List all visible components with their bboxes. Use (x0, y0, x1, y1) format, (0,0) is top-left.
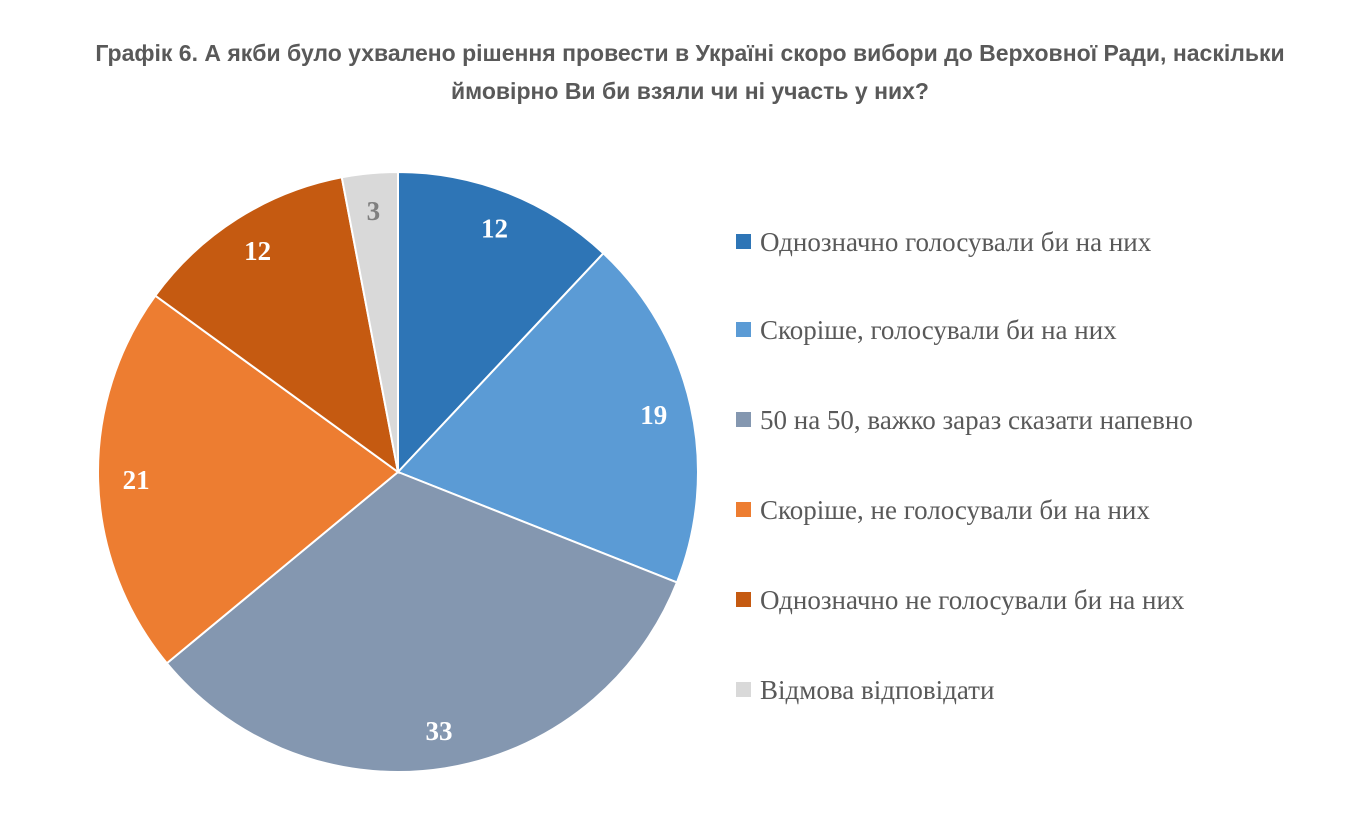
legend-label: Однозначно не голосували би на них (760, 585, 1185, 615)
legend-swatch (736, 592, 751, 607)
pie-slice (153, 176, 400, 475)
data-label: 33 (425, 716, 452, 746)
data-label: 21 (123, 465, 150, 495)
legend-item: Скоріше, не голосували би на них (736, 490, 1240, 530)
legend-swatch (736, 682, 751, 697)
pie-slice (97, 294, 400, 665)
legend-swatch (736, 412, 751, 427)
pie-slice (340, 170, 399, 473)
pie-slice (397, 170, 605, 475)
data-label: 12 (244, 236, 271, 266)
chart-title: Графік 6. А якби було ухвалено рішення п… (95, 40, 1285, 104)
legend-label: Однозначно голосували би на них (760, 227, 1152, 257)
legend-item: Відмова відповідати (736, 670, 1240, 710)
legend-label: Скоріше, не голосували би на них (760, 495, 1150, 525)
pie-slice (396, 251, 699, 584)
data-label: 19 (640, 400, 667, 430)
pie-slice (165, 470, 679, 773)
data-label: 12 (481, 213, 508, 243)
legend-swatch (736, 234, 751, 249)
legend-item: Скоріше, голосували би на них (736, 310, 1240, 350)
legend-item: Однозначно голосували би на них (736, 222, 1240, 262)
legend-swatch (736, 322, 751, 337)
pie-chart: 12 19 33 21 12 3 (97, 170, 699, 773)
legend-label: 50 на 50, важко зараз сказати напевно (760, 405, 1193, 435)
legend-label: Відмова відповідати (760, 675, 995, 705)
data-label: 3 (367, 196, 381, 226)
legend-label: Скоріше, голосували би на них (760, 315, 1117, 345)
legend-item: Однозначно не голосували би на них (736, 580, 1240, 620)
legend-item: 50 на 50, важко зараз сказати напевно (736, 400, 1240, 440)
legend-swatch (736, 502, 751, 517)
